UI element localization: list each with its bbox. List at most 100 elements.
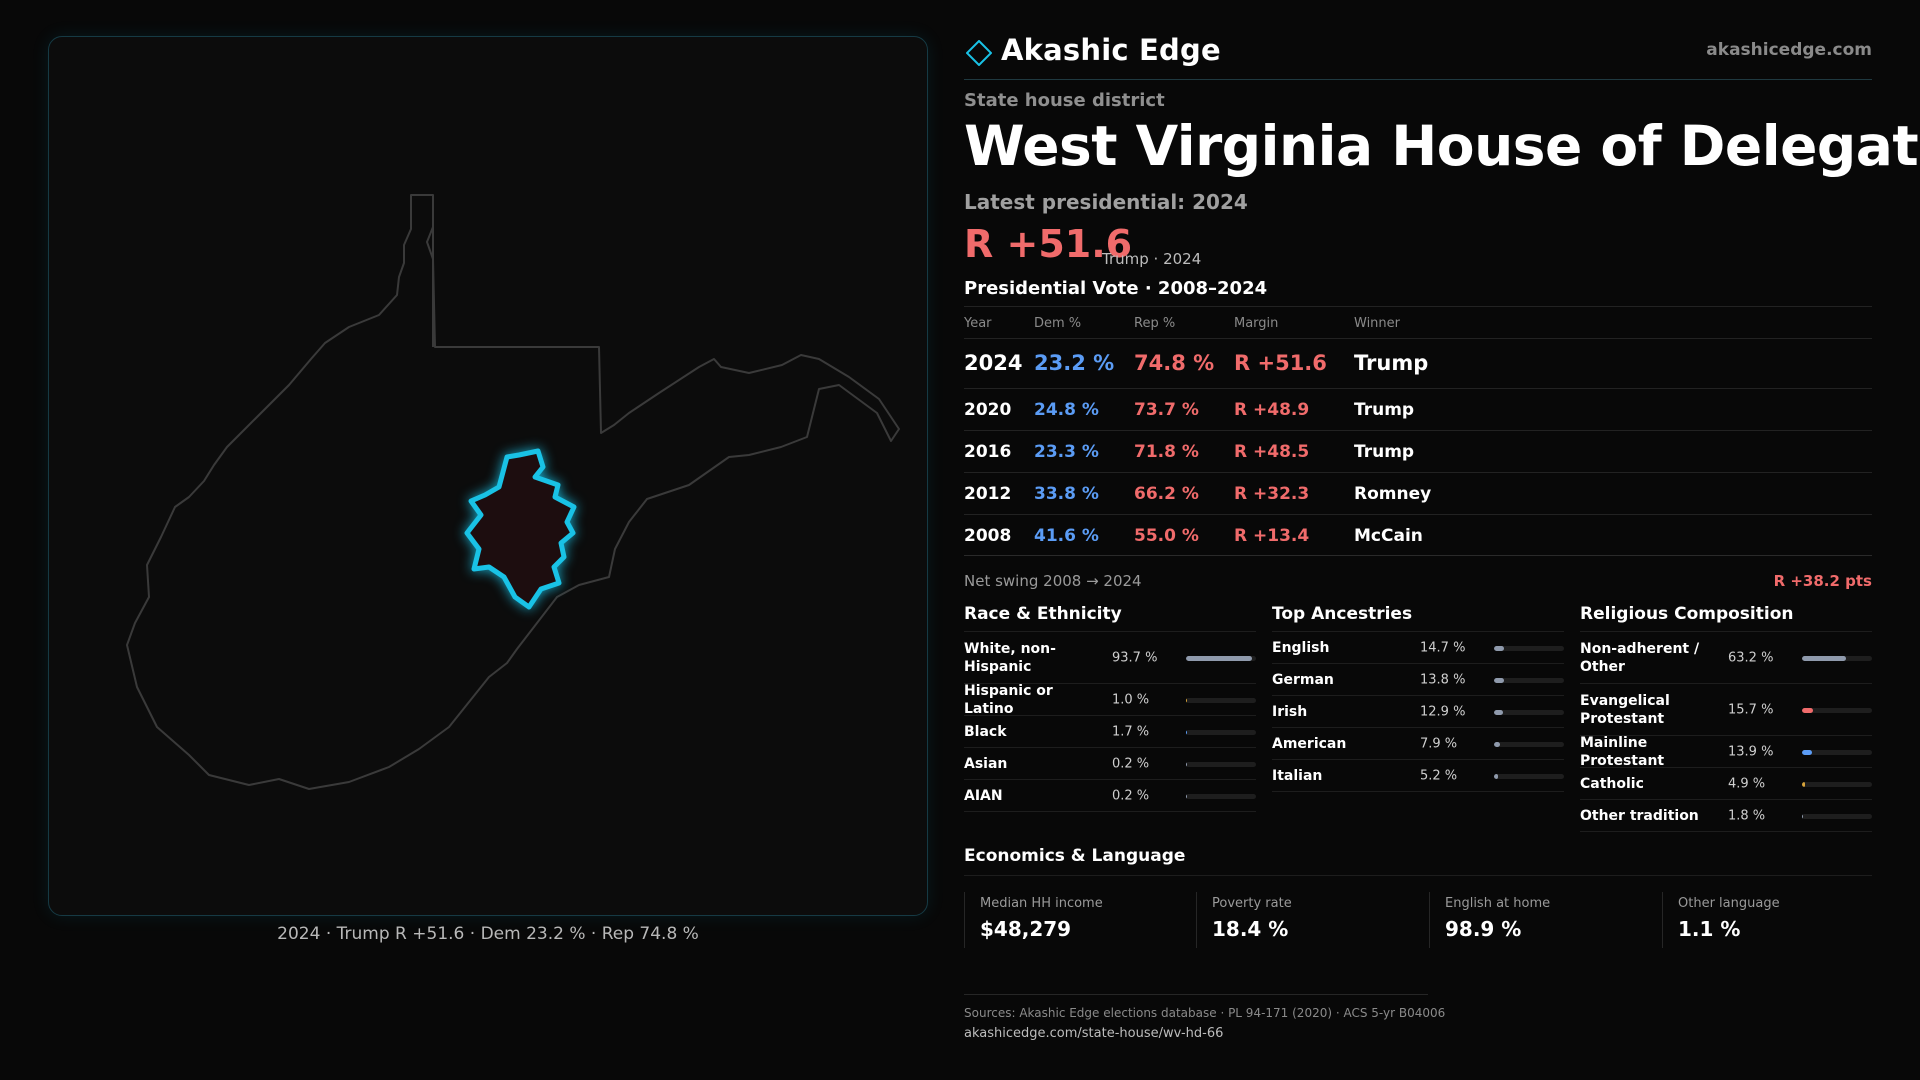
- economics-section-title: Economics & Language: [964, 846, 1872, 876]
- table-row: 2024 23.2 % 74.8 % R +51.6 Trump: [964, 338, 1872, 388]
- stat-label: Median HH income: [980, 896, 1103, 911]
- item-bar-fill: [1802, 813, 1804, 819]
- table-row: 2016 23.3 % 71.8 % R +48.5 Trump: [964, 430, 1872, 472]
- item-bar-track: [1802, 749, 1872, 755]
- footer-divider: [964, 994, 1428, 995]
- stat-card-income: Median HH income $48,279: [964, 892, 1179, 948]
- list-item: Black 1.7 %: [964, 716, 1256, 748]
- district-map[interactable]: [48, 36, 928, 916]
- item-label: English: [1272, 639, 1330, 656]
- item-percent: 13.9 %: [1728, 744, 1774, 759]
- list-item: AIAN 0.2 %: [964, 780, 1256, 812]
- item-bar-track: [1186, 655, 1256, 661]
- ancestry-section: Top Ancestries English 14.7 % German 13.…: [1272, 604, 1564, 792]
- item-bar-track: [1802, 655, 1872, 661]
- item-label: Italian: [1272, 767, 1323, 784]
- list-item: Non-adherent / Other 63.2 %: [1580, 632, 1872, 684]
- table-header-row: Year Dem % Rep % Margin Winner: [964, 306, 1872, 338]
- item-bar-track: [1186, 697, 1256, 703]
- item-bar-fill: [1494, 773, 1498, 779]
- row-margin: R +48.5: [1234, 442, 1310, 462]
- race-section-title: Race & Ethnicity: [964, 604, 1256, 632]
- item-label: Mainline Protestant: [1580, 734, 1665, 769]
- stat-card-other-language: Other language 1.1 %: [1662, 892, 1877, 948]
- net-swing-label: Net swing 2008 → 2024: [964, 572, 1142, 590]
- item-percent: 1.7 %: [1112, 724, 1150, 739]
- item-percent: 14.7 %: [1420, 640, 1466, 655]
- item-label: Catholic: [1580, 775, 1644, 792]
- state-outline: [126, 194, 900, 790]
- page-title: West Virginia House of Delegates Distric…: [964, 114, 1920, 178]
- item-percent: 4.9 %: [1728, 776, 1766, 791]
- row-margin: R +48.9: [1234, 400, 1310, 420]
- item-bar-track: [1802, 781, 1872, 787]
- row-winner: Romney: [1354, 484, 1432, 504]
- item-bar-track: [1494, 645, 1564, 651]
- economics-cards: Median HH income $48,279 Poverty rate 18…: [964, 892, 1872, 948]
- row-rep-pct: 55.0 %: [1134, 526, 1199, 546]
- item-bar-fill: [1186, 655, 1252, 661]
- item-label: Irish: [1272, 703, 1308, 720]
- item-bar-track: [1494, 677, 1564, 683]
- item-bar-track: [1494, 773, 1564, 779]
- state-map-svg: [126, 194, 900, 790]
- table-row: 2020 24.8 % 73.7 % R +48.9 Trump: [964, 388, 1872, 430]
- row-dem-pct: 23.3 %: [1034, 442, 1099, 462]
- stat-value: 18.4 %: [1212, 917, 1289, 941]
- latest-margin-note: Trump · 2024: [1102, 250, 1202, 268]
- brand-site-link[interactable]: akashicedge.com: [1706, 40, 1872, 60]
- table-row: 2008 41.6 % 55.0 % R +13.4 McCain: [964, 514, 1872, 556]
- item-label: Hispanic or Latino: [964, 682, 1053, 717]
- row-rep-pct: 71.8 %: [1134, 442, 1199, 462]
- row-dem-pct: 41.6 %: [1034, 526, 1099, 546]
- item-bar-fill: [1494, 741, 1500, 747]
- list-item: Italian 5.2 %: [1272, 760, 1564, 792]
- item-percent: 5.2 %: [1420, 768, 1458, 783]
- item-label: Other tradition: [1580, 807, 1699, 824]
- stat-value: 98.9 %: [1445, 917, 1522, 941]
- item-bar-track: [1186, 729, 1256, 735]
- row-margin: R +32.3: [1234, 484, 1310, 504]
- latest-presidential: Latest presidential: 2024: [964, 190, 1248, 214]
- item-label: American: [1272, 735, 1347, 752]
- row-year: 2008: [964, 526, 1012, 546]
- row-year: 2020: [964, 400, 1012, 420]
- stat-card-english: English at home 98.9 %: [1429, 892, 1644, 948]
- page-url-link[interactable]: akashicedge.com/state-house/wv-hd-66: [964, 1026, 1224, 1041]
- item-percent: 1.0 %: [1112, 692, 1150, 707]
- row-winner: Trump: [1354, 442, 1415, 462]
- item-percent: 13.8 %: [1420, 672, 1466, 687]
- list-item: Evangelical Protestant 15.7 %: [1580, 684, 1872, 736]
- row-year: 2016: [964, 442, 1012, 462]
- race-ethnicity-section: Race & Ethnicity White, non-Hispanic 93.…: [964, 604, 1256, 812]
- list-item: Other tradition 1.8 %: [1580, 800, 1872, 832]
- item-percent: 93.7 %: [1112, 650, 1158, 665]
- list-item: Asian 0.2 %: [964, 748, 1256, 780]
- row-rep-pct: 73.7 %: [1134, 400, 1199, 420]
- latest-margin: R +51.6: [964, 222, 1133, 266]
- item-percent: 15.7 %: [1728, 702, 1774, 717]
- detail-panel: Akashic Edge akashicedge.com State house…: [964, 0, 1920, 1080]
- item-bar-track: [1802, 707, 1872, 713]
- presidential-section-title: Presidential Vote · 2008–2024: [964, 278, 1268, 299]
- stat-value: $48,279: [980, 917, 1072, 941]
- item-percent: 12.9 %: [1420, 704, 1466, 719]
- row-rep-pct: 74.8 %: [1134, 351, 1215, 375]
- column-header-dem: Dem %: [1034, 316, 1082, 331]
- row-dem-pct: 33.8 %: [1034, 484, 1099, 504]
- row-winner: Trump: [1354, 400, 1415, 420]
- item-label: White, non-Hispanic: [964, 640, 1056, 675]
- brand-name[interactable]: Akashic Edge: [1001, 33, 1221, 67]
- item-percent: 1.8 %: [1728, 808, 1766, 823]
- row-dem-pct: 24.8 %: [1034, 400, 1099, 420]
- item-label: Evangelical Protestant: [1580, 692, 1670, 727]
- item-percent: 0.2 %: [1112, 756, 1150, 771]
- list-item: Catholic 4.9 %: [1580, 768, 1872, 800]
- map-caption: 2024 · Trump R +51.6 · Dem 23.2 % · Rep …: [277, 924, 699, 944]
- stat-label: Other language: [1678, 896, 1780, 911]
- row-margin: R +51.6: [1234, 351, 1327, 375]
- item-bar-track: [1802, 813, 1872, 819]
- item-percent: 0.2 %: [1112, 788, 1150, 803]
- item-bar-track: [1186, 793, 1256, 799]
- district-66-shape[interactable]: [464, 448, 577, 610]
